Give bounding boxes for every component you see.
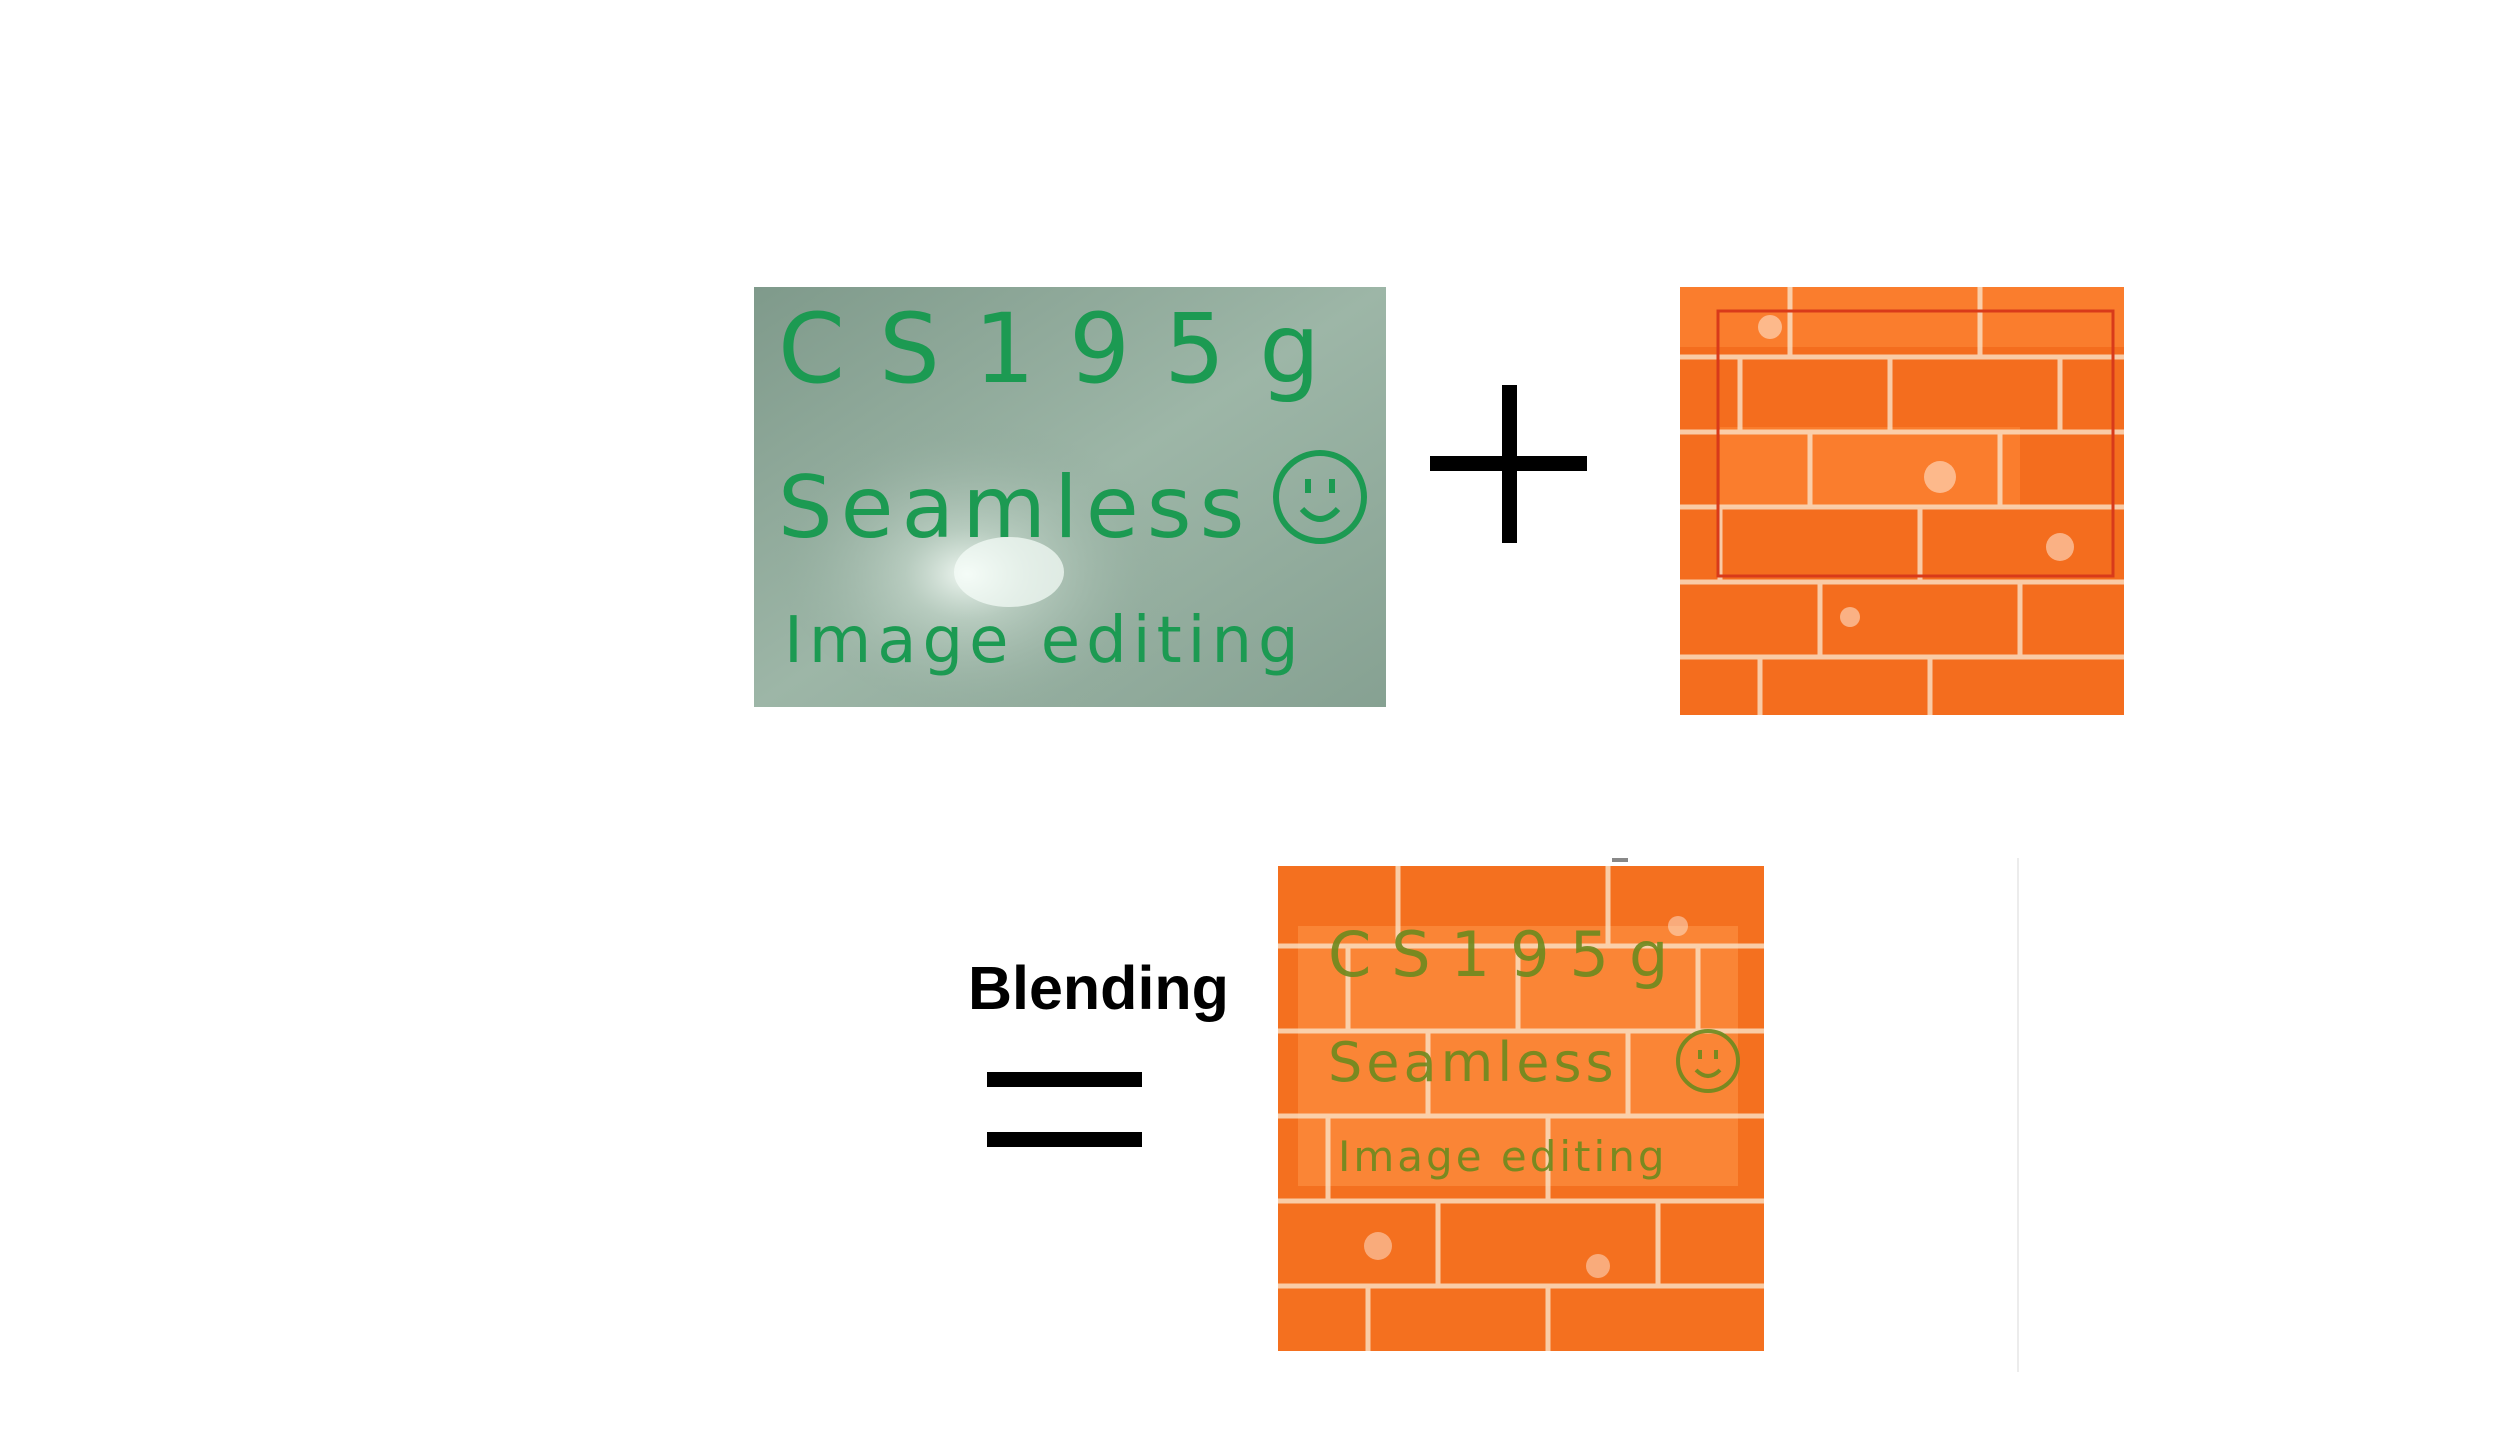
blended-result-image: CS195g Seamless Image editing <box>1278 866 1764 1351</box>
target-brick-image <box>1680 287 2124 715</box>
whiteboard-line-3: Image editing <box>784 604 1305 678</box>
result-line-1: CS195g <box>1328 918 1688 991</box>
divider-line <box>2017 858 2019 1372</box>
blending-label: Blending <box>968 954 1229 1022</box>
result-line-3: Image editing <box>1338 1132 1667 1181</box>
smiley-icon <box>1273 450 1367 544</box>
whiteboard-line-2: Seamless <box>778 458 1252 558</box>
source-whiteboard-image: CS195g Seamless Image editing <box>754 287 1386 707</box>
stray-mark <box>1612 858 1628 862</box>
selection-rectangle <box>1716 309 2115 578</box>
result-smiley-icon <box>1676 1029 1740 1093</box>
result-line-2: Seamless <box>1328 1031 1618 1094</box>
whiteboard-line-1: CS195g <box>778 293 1354 405</box>
equals-operator-top-bar <box>987 1072 1142 1087</box>
plus-operator-vertical <box>1502 385 1517 543</box>
equals-operator-bottom-bar <box>987 1132 1142 1147</box>
